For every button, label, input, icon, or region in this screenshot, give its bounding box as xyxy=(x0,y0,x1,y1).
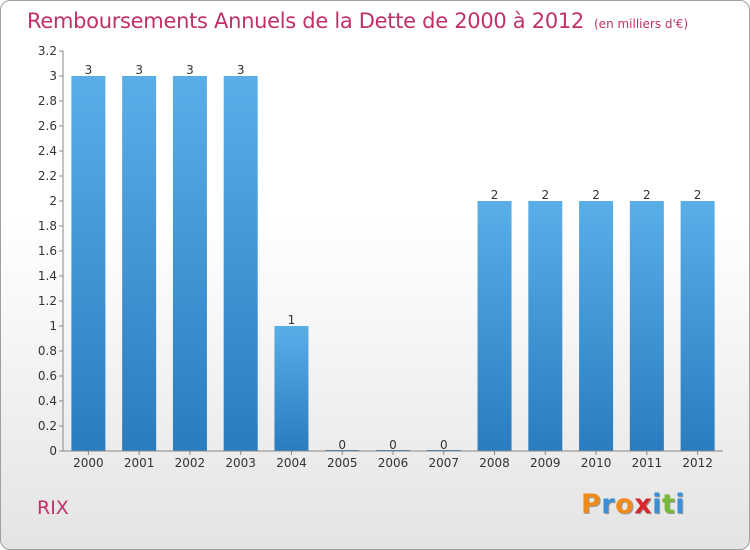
y-tick-label: 2 xyxy=(49,194,57,208)
y-tick-label: 1.2 xyxy=(38,294,57,308)
x-tick-label: 2003 xyxy=(225,456,256,470)
x-tick-label: 2009 xyxy=(530,456,561,470)
y-tick-label: 0.8 xyxy=(38,344,57,358)
bars: 3 3 3 3 1 0 0 0 2 2 2 2 2 xyxy=(71,63,715,452)
bar-value-label: 2 xyxy=(643,188,651,202)
bar xyxy=(680,201,715,451)
y-tick-label: 2.6 xyxy=(38,119,57,133)
x-axis: 2000 2001 2002 2003 2004 2005 2006 2007 2008 2009… xyxy=(63,450,723,470)
bar xyxy=(122,76,157,451)
x-tick-label: 2010 xyxy=(581,456,612,470)
logo-letter: r xyxy=(601,489,616,520)
y-tick-label: 0.4 xyxy=(38,394,57,408)
bar-value-label: 3 xyxy=(135,63,143,77)
x-tick-label: 2007 xyxy=(428,456,459,470)
chart-unit: (en milliers d'€) xyxy=(594,17,689,31)
y-tick-label: 1.6 xyxy=(38,244,57,258)
bar-value-label: 1 xyxy=(288,313,296,327)
proxiti-logo: Proxiti xyxy=(581,489,685,520)
logo-letter: i xyxy=(675,489,686,520)
x-tick-label: 2006 xyxy=(378,456,409,470)
logo-letter: o xyxy=(615,489,635,520)
x-tick-label: 2012 xyxy=(682,456,713,470)
logo-letter: t xyxy=(661,489,676,520)
bar-value-label: 0 xyxy=(389,438,397,452)
y-axis: 0 0.2 0.4 0.6 0.8 1 1.2 1.4 1.6 1.8 2 2.2 2.4 2.6 2.8 3… xyxy=(38,44,64,458)
y-tick-label: 0.2 xyxy=(38,419,57,433)
y-tick-label: 0 xyxy=(49,444,57,458)
x-tick-label: 2011 xyxy=(632,456,663,470)
y-tick-label: 3 xyxy=(49,69,57,83)
y-tick-label: 2.8 xyxy=(38,94,57,108)
bar xyxy=(579,201,614,451)
x-tick-label: 2001 xyxy=(124,456,155,470)
bar xyxy=(71,76,106,451)
y-tick-label: 2.2 xyxy=(38,169,57,183)
x-tick-label: 2000 xyxy=(73,456,104,470)
y-tick-label: 2.4 xyxy=(38,144,57,158)
bar xyxy=(223,76,258,451)
y-tick-label: 1 xyxy=(49,319,57,333)
x-tick-label: 2004 xyxy=(276,456,307,470)
bar xyxy=(477,201,512,451)
y-tick-label: 1.8 xyxy=(38,219,57,233)
bar-value-label: 2 xyxy=(694,188,702,202)
bar-value-label: 3 xyxy=(85,63,93,77)
bar-value-label: 2 xyxy=(491,188,499,202)
x-tick-label: 2005 xyxy=(327,456,358,470)
y-tick-label: 1.4 xyxy=(38,269,57,283)
bar-value-label: 0 xyxy=(338,438,346,452)
bar-value-label: 3 xyxy=(186,63,194,77)
x-tick-label: 2002 xyxy=(175,456,206,470)
logo-letter: x xyxy=(634,489,653,520)
bar-value-label: 2 xyxy=(541,188,549,202)
y-tick-label: 0.6 xyxy=(38,369,57,383)
logo-letter: i xyxy=(652,489,662,520)
logo-letter: P xyxy=(581,489,602,520)
commune-name: RIX xyxy=(37,497,69,519)
bar-value-label: 2 xyxy=(592,188,600,202)
y-tick-label: 3.2 xyxy=(38,44,57,58)
bar xyxy=(528,201,563,451)
bar xyxy=(274,326,309,451)
x-tick-label: 2008 xyxy=(479,456,510,470)
chart-title: Remboursements Annuels de la Dette de 20… xyxy=(27,9,688,33)
bar xyxy=(172,76,207,451)
bar xyxy=(629,201,664,451)
bar-value-label: 0 xyxy=(440,438,448,452)
bar-value-label: 3 xyxy=(237,63,245,77)
chart-title-text: Remboursements Annuels de la Dette de 20… xyxy=(27,9,584,33)
